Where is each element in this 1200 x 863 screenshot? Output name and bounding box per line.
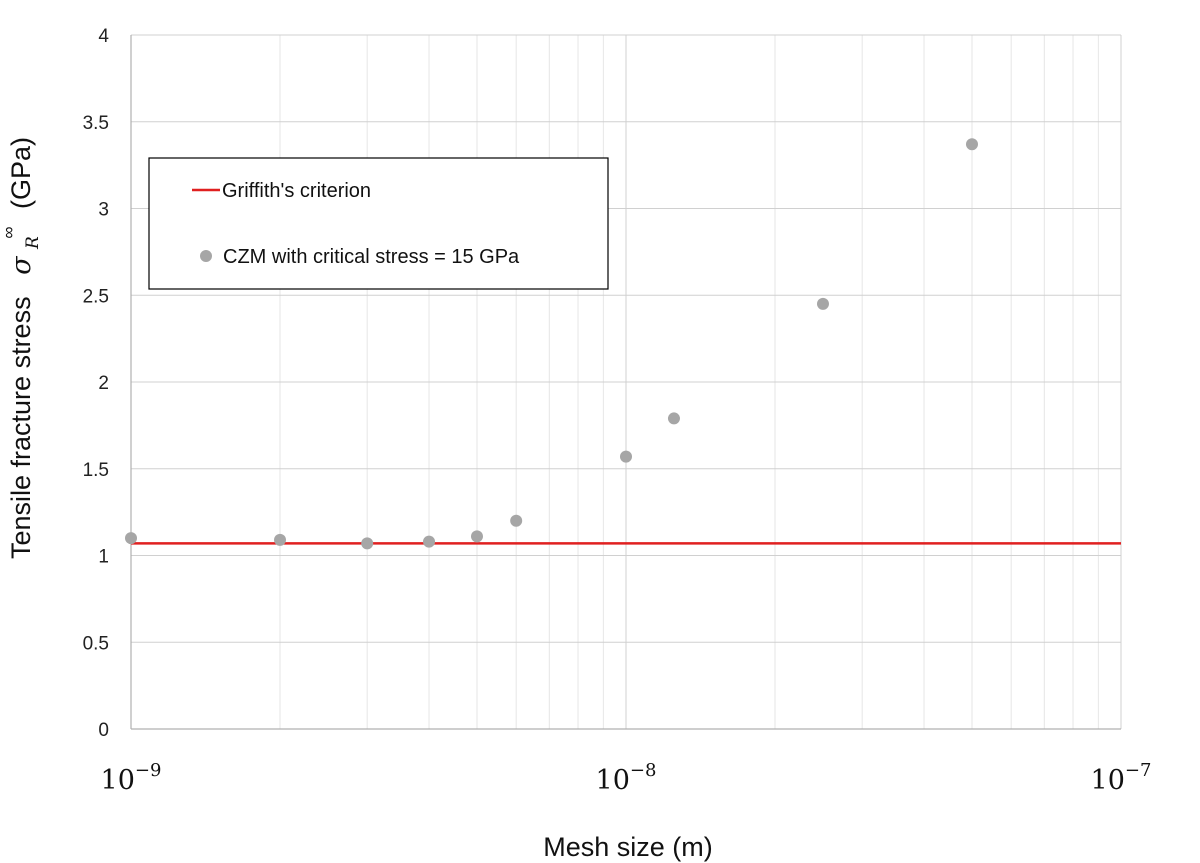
y-axis-title-prefix: Tensile fracture stress bbox=[6, 296, 36, 559]
data-point bbox=[965, 138, 978, 151]
data-point bbox=[620, 450, 632, 463]
y-tick-label: 0.5 bbox=[83, 633, 109, 654]
y-axis-title-unit: (GPa) bbox=[6, 137, 36, 209]
y-tick-labels: 0 0.5 1 1.5 2 2.5 3 3.5 4 bbox=[83, 26, 110, 741]
y-tick-label: 1 bbox=[98, 547, 109, 568]
y-tick-label: 0 bbox=[98, 720, 109, 741]
y-axis-title-subscript: R bbox=[23, 236, 43, 250]
legend-marker-swatch bbox=[200, 250, 212, 262]
y-axis-title-superscript: ∞ bbox=[0, 227, 18, 239]
y-axis-title: Tensile fracture stress σ R ∞ (GPa) bbox=[0, 137, 44, 559]
x-tick-label: 10−9 bbox=[101, 760, 162, 796]
legend-label-czm: CZM with critical stress = 15 GPa bbox=[223, 246, 520, 268]
axes bbox=[130, 35, 1121, 730]
y-tick-label: 3 bbox=[98, 200, 109, 221]
data-point bbox=[274, 533, 287, 546]
data-point bbox=[423, 535, 436, 548]
legend-label-griffith: Griffith's criterion bbox=[222, 180, 371, 202]
y-axis-title-symbol: σ bbox=[6, 255, 37, 275]
data-point bbox=[667, 412, 680, 425]
y-tick-label: 4 bbox=[98, 26, 109, 47]
data-point bbox=[470, 530, 483, 543]
czm-points bbox=[125, 138, 978, 550]
x-tick-label: 10−7 bbox=[1091, 760, 1152, 796]
y-tick-label: 1.5 bbox=[83, 460, 109, 481]
y-tick-label: 2 bbox=[98, 373, 109, 394]
data-point bbox=[510, 514, 523, 527]
legend-box bbox=[148, 157, 609, 290]
legend: Griffith's criterion CZM with critical s… bbox=[148, 157, 609, 290]
y-tick-label: 2.5 bbox=[83, 286, 109, 307]
x-tick-label: 10−8 bbox=[596, 760, 657, 796]
y-tick-label: 3.5 bbox=[83, 113, 109, 134]
data-point bbox=[361, 537, 374, 550]
data-point bbox=[125, 532, 137, 545]
data-point bbox=[816, 297, 829, 310]
x-tick-labels: 10−9 10−8 10−7 bbox=[101, 760, 1152, 796]
x-axis-title: Mesh size (m) bbox=[543, 832, 713, 862]
